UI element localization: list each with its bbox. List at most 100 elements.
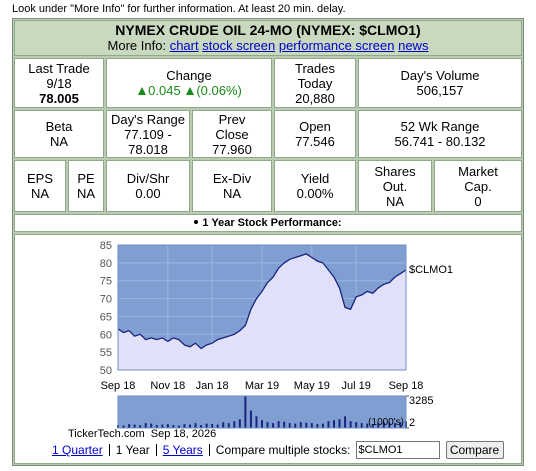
value: 77.109 - 78.018 [124,126,172,157]
label: Trades Today [295,60,335,91]
volume-bar [371,424,374,428]
label: Beta [45,119,73,134]
volume-bar [321,423,324,428]
volume-bar [393,423,396,428]
cell: Market Cap. 0 [434,160,522,212]
label: Prev Close [215,111,249,142]
label: EPS [26,171,53,186]
value: 77.960 [212,141,252,157]
y-axis-label: (1000's) [368,417,404,428]
volume-bar [316,424,319,428]
volume-bar [349,421,352,428]
label: Market Cap. [458,163,498,194]
volume-bar [277,421,280,428]
volume-bar [172,425,175,428]
volume-bar [261,420,263,428]
value: NA [385,193,405,209]
volume-bar [283,421,286,428]
cell: Yield 0.00% [274,160,356,212]
y-tick-label: 70 [100,294,112,306]
section-title: 1 Year Stock Performance: [14,214,522,232]
value: 0.00 [135,186,161,201]
x-tick-label: Sep 18 [101,380,136,392]
cell: Open 77.546 [274,110,356,158]
volume-bar [233,421,236,428]
volume-bar [133,424,136,428]
y-tick-label: 75 [100,276,112,288]
label: Day's Range [110,111,186,127]
period-link[interactable]: 5 Years [162,443,203,457]
volume-bar [222,422,225,428]
cell: PE NA [68,160,104,212]
area-fill [118,253,406,370]
more-info: More Info: chart stock screen performanc… [15,38,521,53]
x-tick-label: Mar 19 [245,380,279,392]
volume-bar [216,424,219,428]
separator [108,444,110,456]
volume-bar [338,419,341,428]
volume-bar [310,423,313,428]
link[interactable]: performance screen [278,38,395,53]
cell: EPS NA [14,160,66,212]
label: Ex-Div [212,171,252,186]
cell: Beta NA [14,110,104,158]
volume-bar [144,423,147,428]
label: Day's Volume [400,68,480,83]
date: 9/18 [46,75,72,91]
link[interactable]: stock screen [202,38,276,53]
link[interactable]: chart [169,38,199,53]
controls: 1 Quarter 1 Year 5 Years Compare multipl… [52,441,504,459]
source-name: TickerTech.com [68,428,145,440]
x-tick-label: Nov 18 [150,380,185,392]
volume-bar [266,422,269,428]
period-current: 1 Year [115,443,150,457]
volume-bar [249,410,252,428]
chart-title: 1 Year Stock Performance: [202,216,342,229]
volume-bar [305,422,308,428]
plot-border [117,244,407,371]
volume-bar [355,422,358,428]
y-tick-label: 50 [100,365,112,377]
volume-bar [205,423,208,428]
source-date: Sep 18, 2026 [150,428,217,440]
percent: (0.06%) [196,83,242,98]
compare-button[interactable]: Compare [445,441,504,459]
cell: Day's Volume 506,157 [358,58,522,108]
value: 0.00% [296,186,334,201]
volume-bar [294,423,297,428]
volume-bar [327,421,330,428]
volume-bar [166,424,169,428]
volume-bar [344,416,347,428]
volume-bar [238,419,241,428]
value: 78.005 [39,90,79,106]
x-tick-label: May 19 [294,380,330,392]
price-line [117,253,407,350]
period-link[interactable]: 1 Quarter [52,443,103,457]
link[interactable]: news [398,38,429,53]
cell: Day's Range 77.109 - 78.018 [106,110,190,158]
more-info-label: More Info: [107,38,167,53]
compare-label: Compare multiple stocks: [215,443,351,457]
label: Change [166,68,212,83]
volume-bar [382,422,385,428]
compare-input[interactable]: $CLMO1 [355,441,440,459]
cell: Trades Today 20,880 [274,58,356,108]
separator [208,444,210,456]
header: NYMEX CRUDE OIL 24-MO (NYMEX: $CLMO1) Mo… [14,20,522,56]
value: 506,157 [416,83,464,98]
title: NYMEX CRUDE OIL 24-MO (NYMEX: $CLMO1) [115,22,421,38]
change: 0.045 (0.06%) [107,83,271,98]
volume-bar [155,425,158,428]
volume-bar [122,425,125,428]
value: 20,880 [295,90,335,106]
y-tick-label: 85 [100,240,112,252]
value: 56.741 - 80.132 [394,134,486,149]
label: Yield [300,171,330,186]
volume-bar [189,424,191,428]
value: NA [76,186,96,201]
value: NA [222,186,242,201]
volume-bar [177,425,180,428]
y-tick-label: 80 [100,258,112,270]
